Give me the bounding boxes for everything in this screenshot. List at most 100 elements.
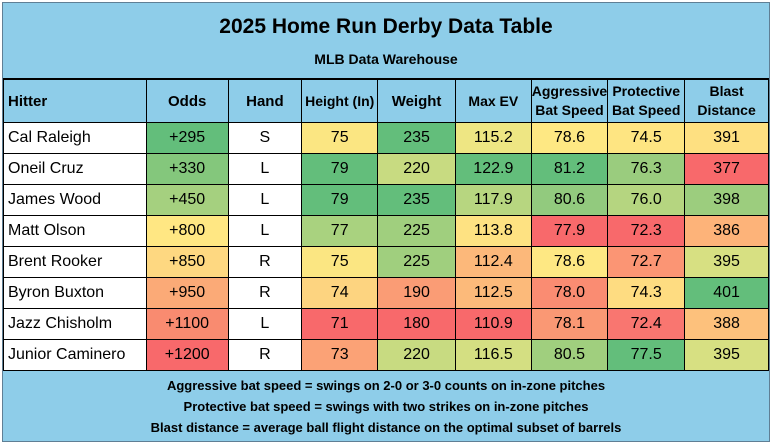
aggressive-bat-speed-cell: 81.2 [530, 153, 609, 185]
table-row: Oneil Cruz +330 L 79 220 122.9 81.2 76.3 377 [3, 153, 769, 185]
protective-bat-speed-cell: 76.0 [607, 184, 686, 216]
weight-cell: 235 [377, 122, 456, 154]
col-header-line: Protective [612, 83, 681, 99]
protective-bat-speed-cell: 72.7 [607, 246, 686, 278]
height-cell: 75 [301, 246, 379, 278]
height-cell: 75 [301, 122, 379, 154]
hand-cell: S [227, 122, 303, 154]
definitions-footer: Aggressive bat speed = swings on 2-0 or … [3, 372, 769, 438]
hitter-cell: Cal Raleigh [3, 122, 147, 154]
protective-bat-speed-cell: 77.5 [607, 339, 686, 371]
col-header-aggressive-bat-speed: Aggressive Bat Speed [530, 79, 609, 123]
odds-cell: +450 [145, 184, 229, 216]
aggressive-bat-speed-cell: 80.6 [530, 184, 609, 216]
max-ev-cell: 113.8 [454, 215, 532, 247]
hand-cell: L [227, 308, 303, 340]
odds-cell: +950 [145, 277, 229, 309]
odds-cell: +1100 [145, 308, 229, 340]
col-header-line: Distance [697, 102, 756, 118]
hitter-cell: Jazz Chisholm [3, 308, 147, 340]
weight-cell: 190 [377, 277, 456, 309]
hitter-cell: Brent Rooker [3, 246, 147, 278]
footnote-blast: Blast distance = average ball flight dis… [150, 420, 622, 435]
protective-bat-speed-cell: 76.3 [607, 153, 686, 185]
table-row: James Wood +450 L 79 235 117.9 80.6 76.0 398 [3, 184, 769, 216]
odds-cell: +295 [145, 122, 229, 154]
aggressive-bat-speed-cell: 78.0 [530, 277, 609, 309]
max-ev-cell: 112.4 [454, 246, 532, 278]
height-cell: 74 [301, 277, 379, 309]
table-row: Junior Caminero +1200 R 73 220 116.5 80.5 77.5 3… [3, 339, 769, 371]
stats-table: Hitter Odds Hand Height (In) Weight Max … [3, 79, 769, 371]
col-header-blast-distance: Blast Distance [684, 79, 769, 123]
max-ev-cell: 110.9 [454, 308, 532, 340]
table-row: Jazz Chisholm +1100 L 71 180 110.9 78.1 72.4 388 [3, 308, 769, 340]
footnote-aggressive: Aggressive bat speed = swings on 2-0 or … [166, 378, 606, 393]
col-header-hitter: Hitter [3, 79, 147, 123]
col-header-line: Aggressive [531, 83, 608, 99]
blast-distance-cell: 377 [684, 153, 769, 185]
aggressive-bat-speed-cell: 78.1 [530, 308, 609, 340]
column-header-row: Hitter Odds Hand Height (In) Weight Max … [3, 79, 769, 123]
blast-distance-cell: 386 [684, 215, 769, 247]
page-title: 2025 Home Run Derby Data Table [219, 15, 553, 38]
weight-cell: 220 [377, 339, 456, 371]
weight-cell: 225 [377, 246, 456, 278]
max-ev-cell: 117.9 [454, 184, 532, 216]
table-row: Cal Raleigh +295 S 75 235 115.2 78.6 74.5 391 [3, 122, 769, 154]
height-cell: 71 [301, 308, 379, 340]
col-header-protective-bat-speed: Protective Bat Speed [607, 79, 686, 123]
hitter-cell: Byron Buxton [3, 277, 147, 309]
hand-cell: R [227, 246, 303, 278]
blast-distance-cell: 395 [684, 246, 769, 278]
hand-cell: L [227, 184, 303, 216]
max-ev-cell: 122.9 [454, 153, 532, 185]
hand-cell: L [227, 215, 303, 247]
col-header-odds: Odds [145, 79, 229, 123]
col-header-line: Bat Speed [611, 102, 681, 118]
aggressive-bat-speed-cell: 78.6 [530, 122, 609, 154]
col-header-max-ev: Max EV [454, 79, 532, 123]
hand-cell: L [227, 153, 303, 185]
protective-bat-speed-cell: 72.4 [607, 308, 686, 340]
col-header-line: Bat Speed [535, 102, 604, 118]
protective-bat-speed-cell: 74.3 [607, 277, 686, 309]
protective-bat-speed-cell: 74.5 [607, 122, 686, 154]
blast-distance-cell: 388 [684, 308, 769, 340]
hand-cell: R [227, 339, 303, 371]
col-header-height: Height (In) [301, 79, 379, 123]
max-ev-cell: 116.5 [454, 339, 532, 371]
table-row: Matt Olson +800 L 77 225 113.8 77.9 72.3 386 [3, 215, 769, 247]
blast-distance-cell: 398 [684, 184, 769, 216]
weight-cell: 220 [377, 153, 456, 185]
weight-cell: 180 [377, 308, 456, 340]
col-header-line: Blast [709, 83, 744, 99]
blast-distance-cell: 395 [684, 339, 769, 371]
col-header-weight: Weight [377, 79, 456, 123]
odds-cell: +850 [145, 246, 229, 278]
height-cell: 73 [301, 339, 379, 371]
max-ev-cell: 115.2 [454, 122, 532, 154]
aggressive-bat-speed-cell: 77.9 [530, 215, 609, 247]
blast-distance-cell: 391 [684, 122, 769, 154]
table-row: Brent Rooker +850 R 75 225 112.4 78.6 72.7 395 [3, 246, 769, 278]
footnote-protective: Protective bat speed = swings with two s… [183, 399, 589, 414]
hitter-cell: Oneil Cruz [3, 153, 147, 185]
height-cell: 77 [301, 215, 379, 247]
aggressive-bat-speed-cell: 78.6 [530, 246, 609, 278]
hand-cell: R [227, 277, 303, 309]
odds-cell: +800 [145, 215, 229, 247]
weight-cell: 235 [377, 184, 456, 216]
max-ev-cell: 112.5 [454, 277, 532, 309]
odds-cell: +1200 [145, 339, 229, 371]
aggressive-bat-speed-cell: 80.5 [530, 339, 609, 371]
weight-cell: 225 [377, 215, 456, 247]
odds-cell: +330 [145, 153, 229, 185]
table-row: Byron Buxton +950 R 74 190 112.5 78.0 74.3 401 [3, 277, 769, 309]
hitter-cell: Junior Caminero [3, 339, 147, 371]
table-header-band: 2025 Home Run Derby Data Table MLB Data … [3, 3, 769, 79]
page-subtitle: MLB Data Warehouse [314, 51, 458, 67]
hitter-cell: James Wood [3, 184, 147, 216]
height-cell: 79 [301, 153, 379, 185]
